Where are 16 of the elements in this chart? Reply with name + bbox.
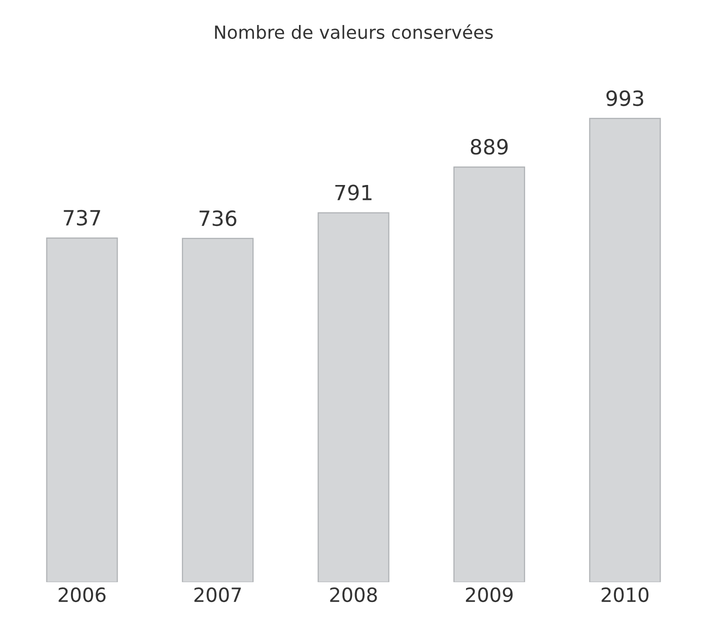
data-label: 889 (470, 138, 508, 155)
x-tick-label: 2008 (330, 587, 377, 602)
x-tick-label: 2009 (466, 587, 513, 602)
bar (318, 212, 390, 582)
data-label: 736 (200, 210, 236, 226)
chart-title: Nombre de valeurs conservées (215, 24, 493, 40)
x-tick-label: 2010 (602, 587, 648, 602)
bar (589, 118, 661, 582)
bar (46, 237, 118, 582)
data-label: 791 (335, 184, 372, 200)
bar (453, 166, 526, 582)
bar (182, 238, 254, 582)
data-label: 993 (606, 90, 644, 106)
x-tick-label: 2007 (194, 587, 241, 602)
x-tick-label: 2006 (58, 587, 106, 602)
data-label: 737 (64, 210, 100, 226)
